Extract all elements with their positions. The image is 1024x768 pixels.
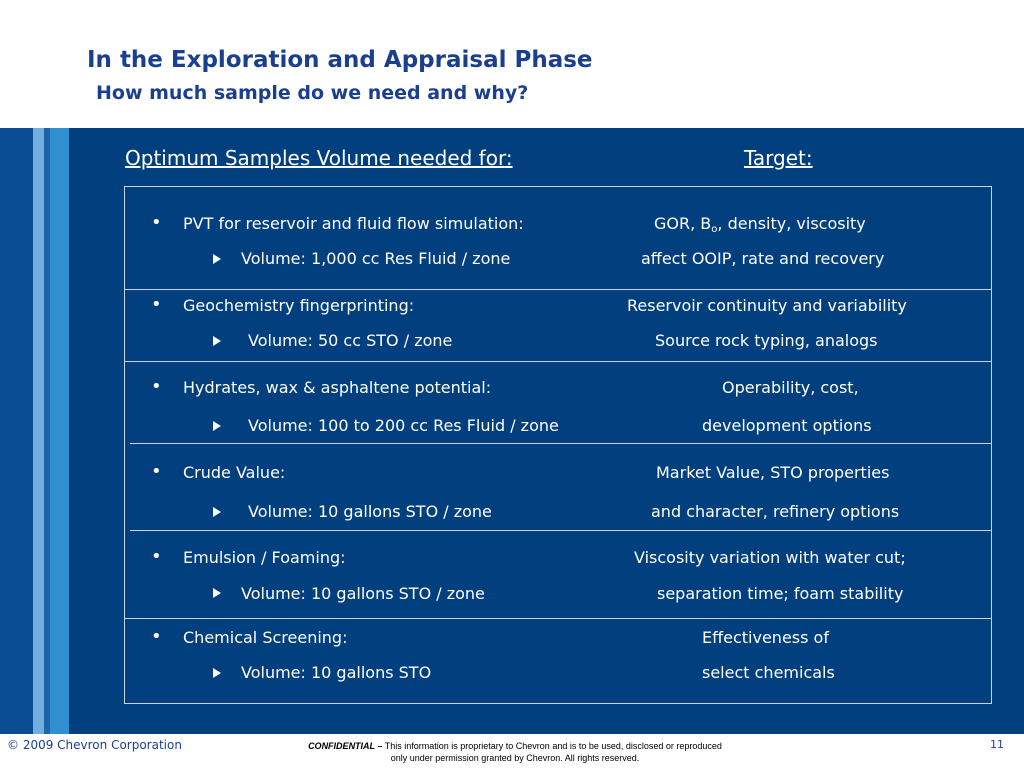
column-header-purpose: Optimum Samples Volume needed for:: [125, 146, 513, 170]
column-header-target: Target:: [744, 146, 813, 170]
row-divider: [130, 443, 992, 444]
triangle-bullet-icon: [213, 336, 221, 346]
row-volume: Volume: 10 gallons STO / zone: [248, 502, 492, 521]
row-volume: Volume: 50 cc STO / zone: [248, 331, 453, 350]
decorative-stripe: [50, 128, 69, 734]
row-purpose: Emulsion / Foaming:: [183, 548, 346, 567]
slide-subtitle: How much sample do we need and why?: [96, 82, 529, 104]
row-target-primary: Operability, cost,: [722, 378, 859, 397]
triangle-bullet-icon: [213, 507, 221, 517]
triangle-bullet-icon: [213, 588, 221, 598]
row-target-secondary: and character, refinery options: [651, 502, 900, 521]
row-target-primary: Effectiveness of: [702, 628, 829, 647]
row-volume: Volume: 100 to 200 cc Res Fluid / zone: [248, 416, 559, 435]
row-target-primary: Viscosity variation with water cut;: [634, 548, 906, 567]
row-divider: [124, 618, 992, 619]
row-purpose: Geochemistry fingerprinting:: [183, 296, 415, 315]
content-panel: Optimum Samples Volume needed for: Targe…: [0, 128, 1024, 734]
sample-requirements-table: [124, 186, 992, 704]
confidentiality-line-1: CONFIDENTIAL – This information is propr…: [308, 741, 722, 751]
row-volume: Volume: 1,000 cc Res Fluid / zone: [241, 249, 511, 268]
bullet-icon: •: [151, 294, 162, 315]
row-volume: Volume: 10 gallons STO: [241, 663, 432, 682]
decorative-stripe: [33, 128, 44, 734]
decorative-stripe: [44, 128, 50, 734]
row-target-secondary: Source rock typing, analogs: [655, 331, 878, 350]
confidentiality-line-2: only under permission granted by Chevron…: [390, 753, 640, 763]
row-purpose: PVT for reservoir and fluid flow simulat…: [183, 214, 524, 233]
copyright-notice: © 2009 Chevron Corporation: [7, 738, 182, 752]
bullet-icon: •: [151, 461, 162, 482]
row-target-secondary: affect OOIP, rate and recovery: [641, 249, 885, 268]
row-target-primary: GOR, Bo, density, viscosity: [654, 214, 866, 235]
page-number: 11: [990, 738, 1004, 751]
row-purpose: Crude Value:: [183, 463, 286, 482]
triangle-bullet-icon: [213, 668, 221, 678]
confidentiality-notice: CONFIDENTIAL – This information is propr…: [285, 740, 745, 764]
row-target-primary: Market Value, STO properties: [656, 463, 890, 482]
bullet-icon: •: [151, 546, 162, 567]
triangle-bullet-icon: [213, 421, 221, 431]
triangle-bullet-icon: [213, 254, 221, 264]
decorative-stripe: [0, 128, 33, 734]
row-divider: [130, 530, 992, 531]
row-volume: Volume: 10 gallons STO / zone: [241, 584, 485, 603]
row-target-secondary: development options: [702, 416, 872, 435]
bullet-icon: •: [151, 212, 162, 233]
bullet-icon: •: [151, 376, 162, 397]
row-purpose: Hydrates, wax & asphaltene potential:: [183, 378, 492, 397]
bullet-icon: •: [151, 626, 162, 647]
row-divider: [124, 361, 992, 362]
row-divider: [124, 289, 992, 290]
row-target-primary: Reservoir continuity and variability: [627, 296, 907, 315]
row-target-secondary: separation time; foam stability: [657, 584, 904, 603]
row-purpose: Chemical Screening:: [183, 628, 348, 647]
slide-title: In the Exploration and Appraisal Phase: [87, 47, 593, 73]
row-target-secondary: select chemicals: [702, 663, 835, 682]
